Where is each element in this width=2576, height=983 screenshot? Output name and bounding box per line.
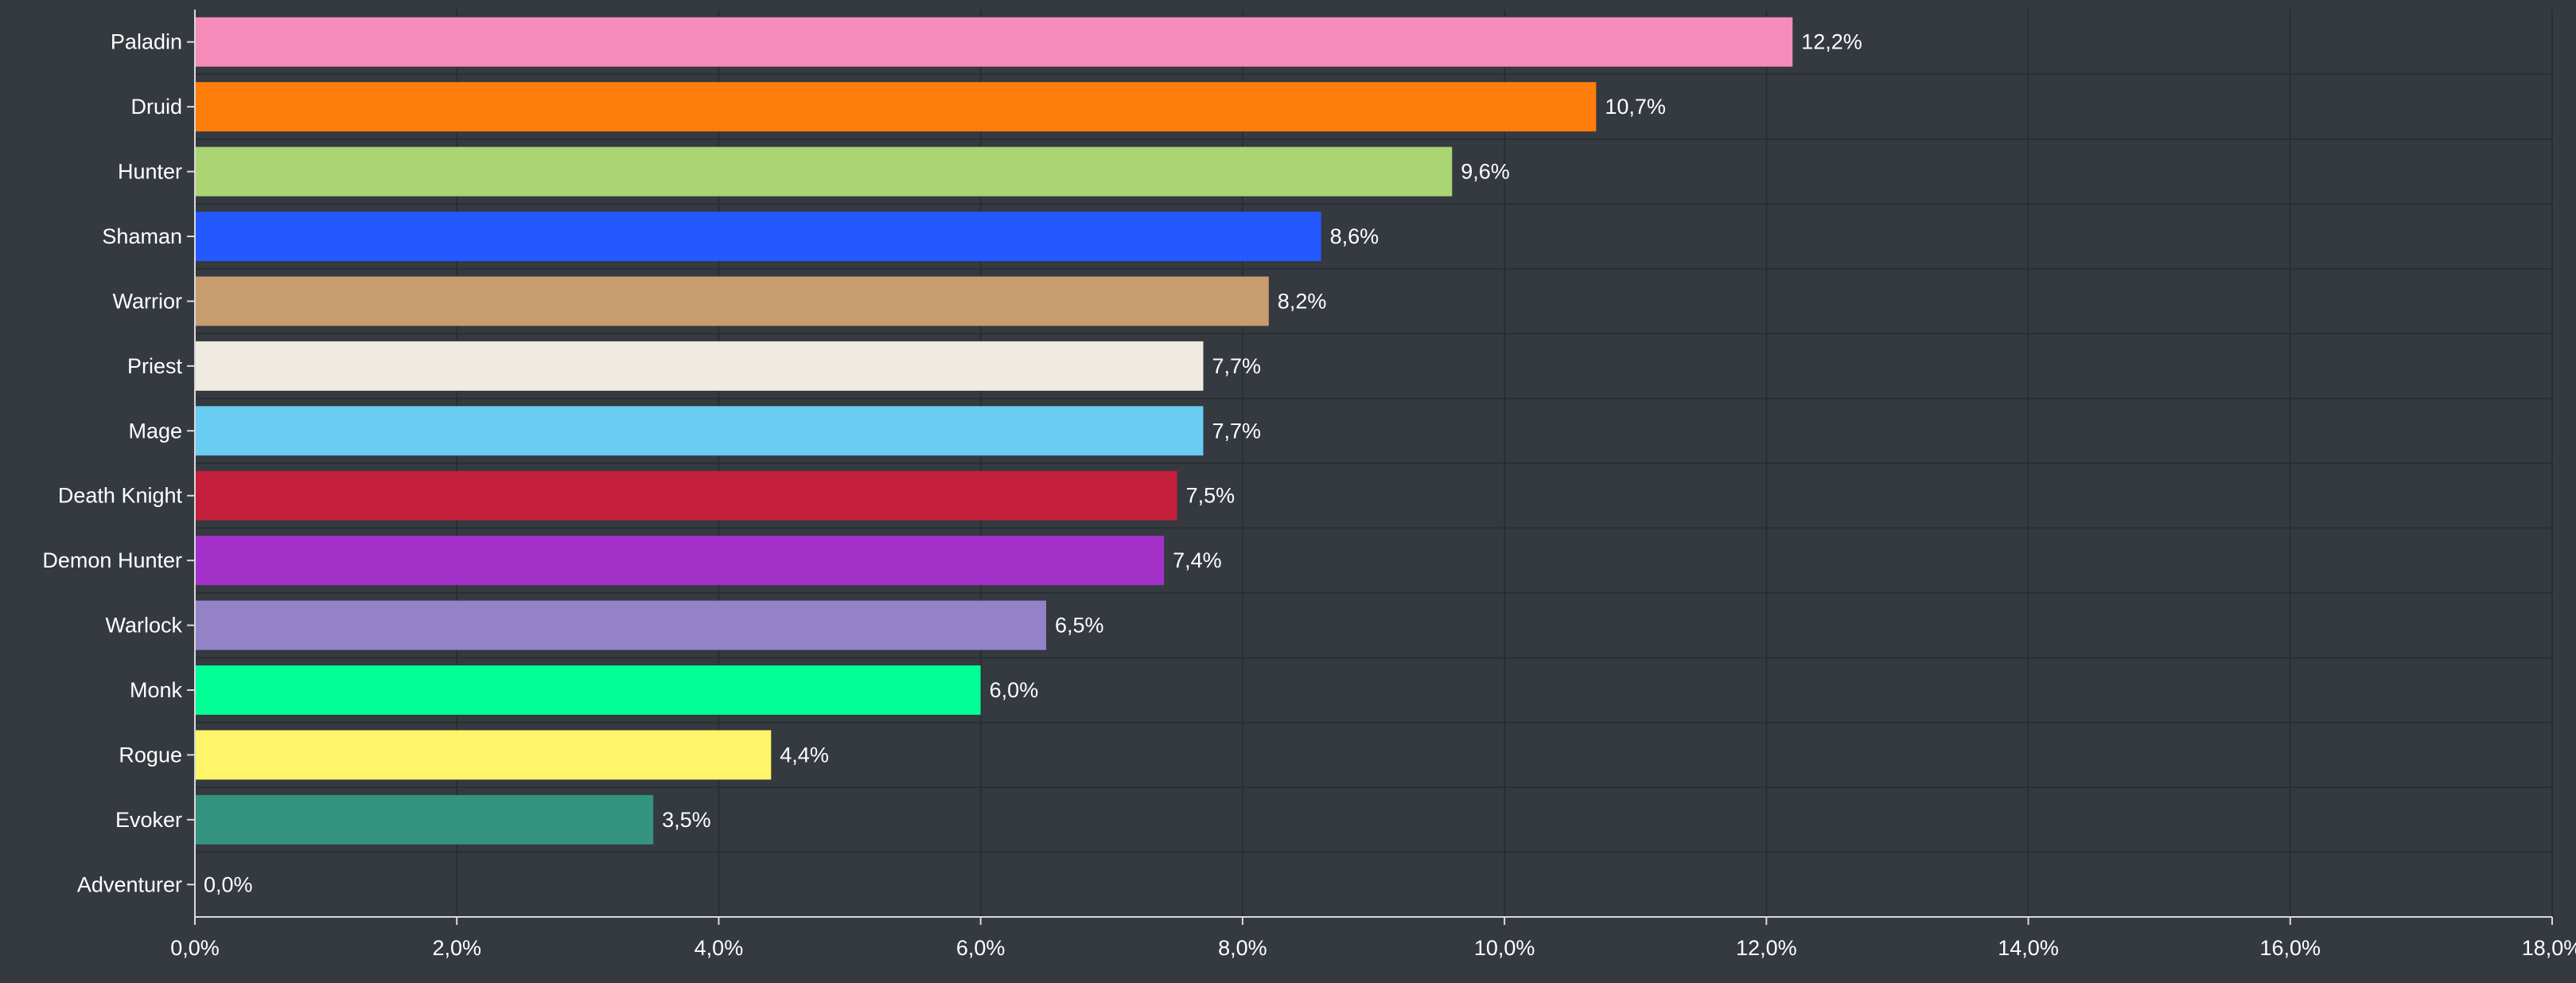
bar-warlock [195, 600, 1046, 650]
grid-lines [195, 10, 2553, 917]
category-label: Warlock [105, 614, 182, 638]
bar-druid [195, 82, 1597, 132]
category-label: Evoker [115, 808, 182, 832]
value-label: 7,5% [1186, 484, 1235, 508]
category-label: Monk [130, 678, 183, 702]
value-label: 6,5% [1055, 614, 1104, 638]
category-label: Warrior [113, 289, 183, 313]
bar-paladin [195, 17, 1793, 67]
bar-mage [195, 406, 1204, 456]
labels: 0,0% 2,0% 4,0% 6,0% 8,0% 10,0% 12,0% 14,0% 16,0%… [42, 30, 2576, 960]
x-tick-label: 8,0% [1218, 936, 1267, 960]
x-tick-label: 2,0% [432, 936, 481, 960]
value-label: 9,6% [1461, 160, 1510, 184]
category-label: Adventurer [77, 872, 182, 896]
axes [187, 10, 2553, 925]
bar-warrior [195, 276, 1269, 326]
value-label: 8,2% [1278, 289, 1327, 313]
x-tick-label: 16,0% [2259, 936, 2321, 960]
value-label: 7,7% [1212, 419, 1262, 443]
value-label: 7,4% [1173, 548, 1222, 572]
category-label: Paladin [111, 30, 182, 54]
category-label: Priest [127, 354, 183, 378]
bar-evoker [195, 794, 654, 845]
bar-monk [195, 665, 981, 715]
bar-priest [195, 341, 1204, 391]
category-label: Demon Hunter [42, 548, 182, 572]
x-tick-label: 4,0% [695, 936, 744, 960]
value-label: 0,0% [204, 872, 253, 896]
bars [195, 17, 1793, 845]
x-tick-label: 0,0% [170, 936, 220, 960]
category-label: Rogue [119, 743, 182, 767]
value-label: 10,7% [1605, 95, 1666, 119]
category-label: Mage [128, 419, 182, 443]
value-label: 7,7% [1212, 354, 1262, 378]
value-label: 3,5% [662, 808, 711, 832]
bar-shaman [195, 212, 1321, 261]
x-tick-label: 10,0% [1474, 936, 1535, 960]
category-label: Shaman [102, 224, 182, 248]
category-label: Hunter [118, 160, 182, 184]
value-label: 4,4% [780, 743, 829, 767]
x-tick-label: 6,0% [956, 936, 1006, 960]
x-tick-label: 12,0% [1736, 936, 1797, 960]
bar-demon-hunter [195, 536, 1165, 586]
bar-hunter [195, 146, 1453, 197]
bar-rogue [195, 730, 772, 780]
value-label: 6,0% [990, 678, 1039, 702]
bar-death-knight [195, 470, 1177, 521]
value-label: 12,2% [1801, 30, 1862, 54]
value-label: 8,6% [1330, 224, 1379, 248]
category-label: Druid [130, 95, 182, 119]
x-tick-label: 18,0% [2522, 936, 2576, 960]
x-tick-label: 14,0% [1998, 936, 2059, 960]
category-label: Death Knight [58, 484, 183, 508]
